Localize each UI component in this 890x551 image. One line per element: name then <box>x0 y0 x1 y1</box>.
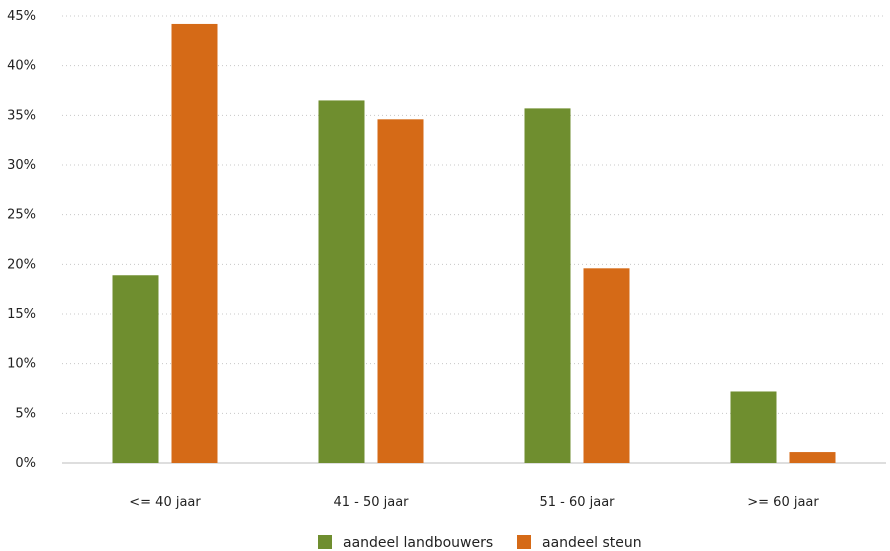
bar-landbouwers <box>524 108 571 463</box>
legend-swatch <box>517 535 531 549</box>
x-category-label: <= 40 jaar <box>129 495 201 510</box>
bar-steun <box>789 452 836 463</box>
legend: aandeel landbouwers aandeel steun <box>318 535 642 551</box>
y-tick-label: 40% <box>7 59 36 74</box>
x-category-label: 41 - 50 jaar <box>333 495 409 510</box>
y-tick-label: 15% <box>7 307 36 322</box>
y-tick-label: 0% <box>15 456 36 471</box>
y-tick-label: 30% <box>7 158 36 173</box>
y-tick-label: 5% <box>15 406 36 421</box>
legend-label: aandeel steun <box>542 535 642 551</box>
y-tick-label: 45% <box>7 9 36 24</box>
gridlines <box>62 15 886 414</box>
x-axis-category-labels: <= 40 jaar 41 - 50 jaar 51 - 60 jaar >= 60 … <box>129 495 819 510</box>
x-category-label: 51 - 60 jaar <box>539 495 615 510</box>
legend-swatch <box>318 535 332 549</box>
y-tick-label: 35% <box>7 108 36 123</box>
bar-steun <box>377 119 424 463</box>
bar-landbouwers <box>112 275 159 463</box>
bar-landbouwers <box>730 391 777 463</box>
bar-steun <box>171 23 218 464</box>
x-category-label: >= 60 jaar <box>747 495 819 510</box>
bars <box>112 23 836 464</box>
y-tick-label: 25% <box>7 208 36 223</box>
bar-steun <box>583 268 630 463</box>
y-tick-label: 10% <box>7 357 36 372</box>
y-axis-tick-labels: 0% 5% 10% 15% 20% 25% 30% 35% 40% 45% <box>7 9 36 471</box>
legend-label: aandeel landbouwers <box>343 535 493 551</box>
bar-landbouwers <box>318 100 365 463</box>
y-tick-label: 20% <box>7 257 36 272</box>
